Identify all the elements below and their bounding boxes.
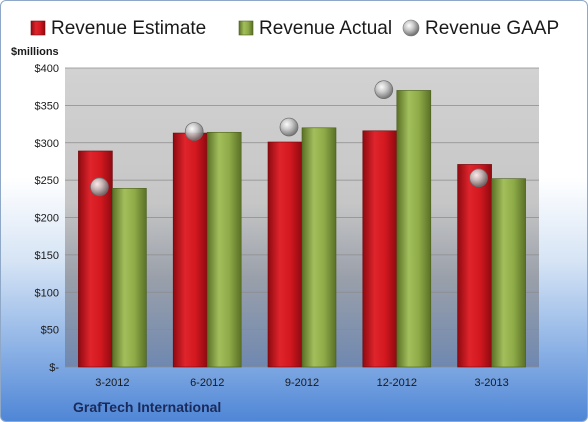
bar-estimate bbox=[457, 164, 492, 368]
gaap-markers bbox=[90, 80, 488, 197]
x-tick-label: 3-2013 bbox=[474, 377, 508, 389]
bar-actual bbox=[396, 90, 432, 368]
y-tick-label: $50 bbox=[41, 325, 59, 337]
gaap-marker bbox=[374, 80, 394, 100]
x-tick-label: 9-2012 bbox=[285, 377, 319, 389]
gaap-marker bbox=[90, 177, 109, 197]
bar-actual bbox=[301, 127, 337, 368]
legend-swatch-actual bbox=[238, 20, 254, 36]
x-tick-label: 12-2012 bbox=[377, 377, 417, 389]
bars bbox=[78, 90, 526, 368]
x-tick-label: 3-2012 bbox=[95, 377, 129, 389]
legend-item-gaap: Revenue GAAP bbox=[402, 18, 559, 39]
legend-label-gaap: Revenue GAAP bbox=[425, 18, 559, 39]
gaap-marker bbox=[279, 117, 299, 137]
gaap-marker bbox=[184, 122, 204, 141]
y-tick-label: $100 bbox=[35, 287, 59, 299]
legend-marker-gaap bbox=[402, 19, 420, 37]
x-axis-ticks: 3-2012 6-2012 9-2012 12-2012 3-2013 bbox=[95, 377, 508, 389]
y-tick-label: $150 bbox=[35, 250, 59, 262]
legend-label-actual: Revenue Actual bbox=[259, 18, 392, 39]
bar-actual bbox=[491, 178, 526, 368]
company-name: GrafTech International bbox=[73, 399, 221, 415]
y-tick-label: $350 bbox=[35, 100, 59, 112]
legend: Revenue Estimate Revenue Actual Revenue … bbox=[30, 18, 559, 39]
bar-estimate bbox=[172, 132, 208, 368]
y-axis-unit-label: $millions bbox=[11, 46, 59, 58]
bar-estimate bbox=[362, 130, 398, 368]
legend-swatch-estimate bbox=[30, 20, 46, 36]
y-tick-label: $400 bbox=[35, 63, 59, 75]
x-tick-label: 6-2012 bbox=[190, 377, 224, 389]
legend-label-estimate: Revenue Estimate bbox=[51, 18, 206, 39]
bar-estimate bbox=[267, 141, 303, 368]
y-tick-label: $250 bbox=[35, 175, 59, 187]
y-tick-label: $200 bbox=[35, 213, 59, 225]
y-tick-label: $- bbox=[49, 362, 59, 374]
legend-item-actual: Revenue Actual bbox=[238, 18, 392, 39]
y-tick-label: $300 bbox=[35, 138, 59, 150]
y-axis-ticks: $- $50 $100 $150 $200 $250 $300 $350 $400 bbox=[35, 63, 60, 374]
bar-actual bbox=[206, 131, 242, 368]
gaap-marker bbox=[469, 168, 488, 188]
legend-item-estimate: Revenue Estimate bbox=[30, 18, 206, 39]
bar-actual bbox=[112, 188, 147, 368]
